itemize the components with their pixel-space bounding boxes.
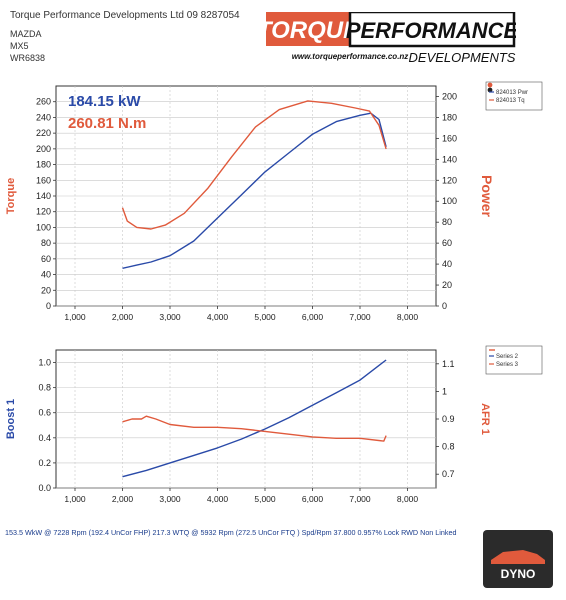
legend-dot-red (487, 82, 493, 88)
top-ytick-label: 240 (36, 112, 51, 122)
bottom-ytick-right-label: 0.9 (442, 414, 455, 424)
top-xtick-label: 7,000 (349, 312, 371, 322)
run-summary: 153.5 WkW @ 7228 Rpm (192.4 UnCor FHP) 2… (5, 528, 457, 537)
annotation-torque: 260.81 N.m (68, 115, 146, 132)
top-ylabel: Torque (5, 178, 17, 214)
bottom-legend-label: Series 3 (496, 362, 519, 368)
bottom-xtick-label: 2,000 (112, 494, 134, 504)
bottom-plot-area (55, 349, 437, 489)
top-xtick-label: 2,000 (112, 312, 134, 322)
badge-text: DYNO (501, 567, 536, 581)
top-legend-label: 824013 Tq (496, 98, 525, 104)
top-xtick-label: 5,000 (254, 312, 276, 322)
top-ytick-right-label: 40 (442, 259, 452, 269)
bottom-ytick-right-label: 0.8 (442, 442, 455, 452)
top-series-1-line (122, 112, 387, 269)
bottom-ytick-right-label: 1.1 (442, 359, 455, 369)
bottom-ylabel: Boost 1 (5, 399, 17, 439)
top-ytick-right-label: 160 (442, 133, 457, 143)
bottom-legend-box (485, 345, 543, 375)
logo-word2: PERFORMANCE (346, 18, 516, 43)
top-xtick-label: 3,000 (159, 312, 181, 322)
bottom-ytick-label: 0.2 (38, 458, 51, 468)
bottom-ytick-label: 1.0 (38, 358, 51, 368)
bottom-xtick-label: 3,000 (159, 494, 181, 504)
top-ytick-right-label: 20 (442, 280, 452, 290)
top-ytick-right-label: 120 (442, 175, 457, 185)
top-xtick-label: 6,000 (302, 312, 324, 322)
top-ytick-right-label: 100 (442, 196, 457, 206)
bottom-ytick-label: 0.4 (38, 433, 51, 443)
vehicle-model: MX5 (10, 41, 29, 51)
vehicle-registration: WR6838 (10, 53, 46, 63)
vehicle-make: MAZDA (10, 29, 42, 39)
top-ylabel-right: Power (479, 175, 495, 218)
top-ytick-right-label: 80 (442, 217, 452, 227)
car-icon (491, 550, 545, 564)
bottom-ytick-label: 0.6 (38, 408, 51, 418)
top-ytick-label: 200 (36, 144, 51, 154)
logo-white-block (348, 12, 516, 48)
bottom-xtick-label: 5,000 (254, 494, 276, 504)
logo-url: www.torqueperformance.co.nz (292, 52, 409, 61)
top-ytick-label: 60 (41, 254, 51, 264)
top-ytick-label: 140 (36, 191, 51, 201)
bottom-xtick-label: 7,000 (349, 494, 371, 504)
bottom-series-1-line (122, 359, 387, 478)
top-ytick-label: 100 (36, 222, 51, 232)
bottom-xtick-label: 6,000 (302, 494, 324, 504)
top-xtick-label: 4,000 (207, 312, 229, 322)
logo-tagline: DEVELOPMENTS (409, 50, 516, 65)
top-ytick-label: 0 (46, 301, 51, 311)
bottom-ytick-right-label: 1 (442, 386, 447, 396)
bottom-ytick-label: 0.0 (38, 483, 51, 493)
bottom-ytick-label: 0.8 (38, 383, 51, 393)
logo-word1: TORQUE (266, 17, 360, 44)
dyno-badge: DYNO (483, 530, 553, 588)
top-ytick-label: 160 (36, 175, 51, 185)
annotation-power: 184.15 kW (68, 93, 141, 110)
bottom-xtick-label: 4,000 (207, 494, 229, 504)
bottom-xtick-label: 1,000 (64, 494, 86, 504)
top-ytick-label: 20 (41, 285, 51, 295)
company-name: Torque Performance Developments Ltd 09 8… (10, 10, 240, 21)
top-ytick-right-label: 200 (442, 91, 457, 101)
bottom-xtick-label: 8,000 (397, 494, 419, 504)
top-ytick-label: 120 (36, 207, 51, 217)
bottom-ytick-right-label: 0.7 (442, 469, 455, 479)
bottom-series-2-line (122, 415, 387, 442)
top-ytick-label: 260 (36, 97, 51, 107)
top-legend-label: 824013 Pwr (496, 90, 528, 96)
top-ytick-label: 40 (41, 270, 51, 280)
logo-red-block (266, 12, 350, 46)
bottom-legend-label: Series 2 (496, 354, 519, 360)
top-series-2-line (121, 100, 387, 230)
top-ytick-label: 220 (36, 128, 51, 138)
top-ytick-label: 80 (41, 238, 51, 248)
top-ytick-right-label: 60 (442, 238, 452, 248)
top-xtick-label: 1,000 (64, 312, 86, 322)
bottom-ylabel-right: AFR 1 (479, 403, 491, 435)
top-ytick-label: 180 (36, 160, 51, 170)
top-ytick-right-label: 180 (442, 112, 457, 122)
top-xtick-label: 8,000 (397, 312, 419, 322)
top-ytick-right-label: 0 (442, 301, 447, 311)
top-ytick-right-label: 140 (442, 154, 457, 164)
legend-dot-dark (487, 87, 493, 93)
company-logo: TORQUE PERFORMANCE www.torqueperformance… (266, 12, 516, 65)
top-legend-box (485, 81, 543, 111)
